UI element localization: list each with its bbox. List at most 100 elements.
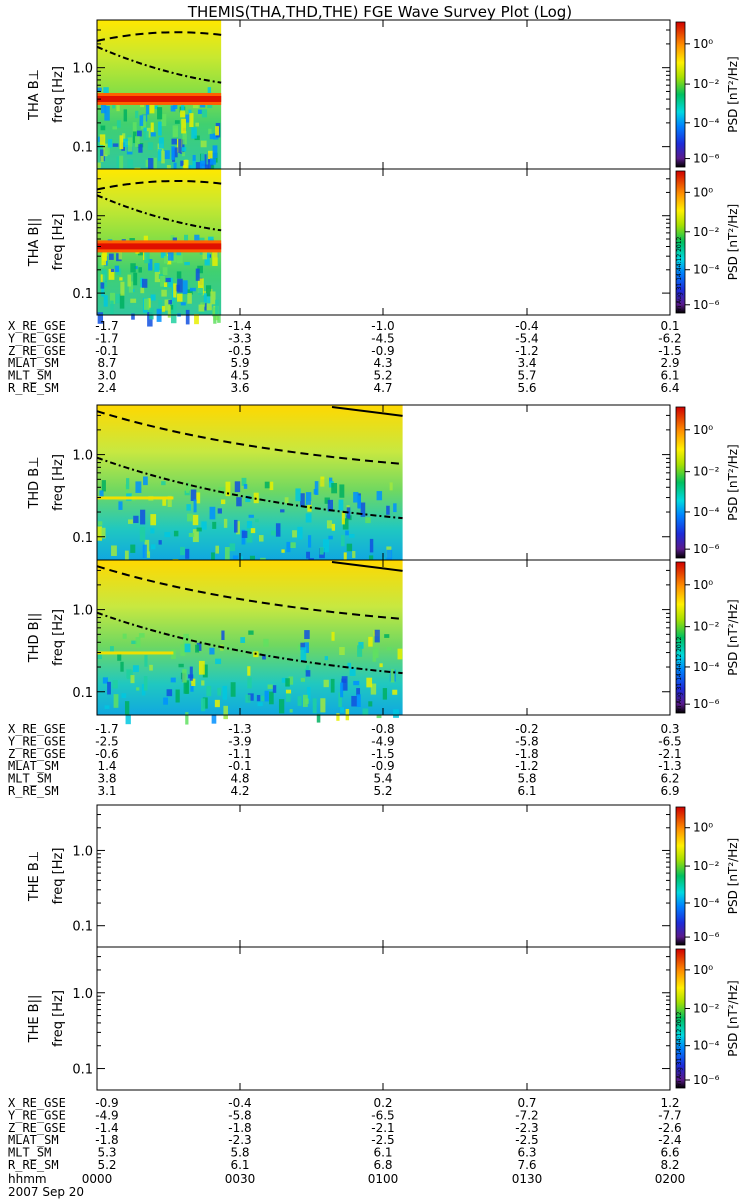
spectrogram-cell xyxy=(181,147,187,152)
spectrogram-cell xyxy=(133,272,138,286)
spectrogram-cell xyxy=(205,285,212,297)
y-tick-label: 1.0 xyxy=(72,844,93,859)
spectrogram-cell xyxy=(280,509,285,513)
spectrogram-cell xyxy=(143,127,147,132)
spectrogram-cell xyxy=(116,120,121,128)
spectrogram-cell xyxy=(138,633,145,638)
ephemeris-value: -0.9 xyxy=(371,759,394,773)
spectrogram-cell xyxy=(124,701,130,716)
spectrogram-cell xyxy=(182,151,186,157)
spectrogram-cell xyxy=(328,535,333,540)
spectrogram-cell xyxy=(160,247,166,258)
ephemeris-value: -0.4 xyxy=(515,319,538,333)
spectrogram-cell xyxy=(198,660,205,675)
panel-label: THD B|| xyxy=(27,613,42,664)
spectrogram-cell xyxy=(262,654,266,660)
ephemeris-value: -1.2 xyxy=(515,344,538,358)
spectrogram-cell xyxy=(297,526,303,540)
spectrogram-cell xyxy=(312,698,317,714)
spectrogram-cell xyxy=(172,237,177,244)
spectrogram-cell xyxy=(102,677,108,684)
spectrogram-cell xyxy=(304,630,310,640)
panel-frame xyxy=(96,946,671,1091)
spectrogram-cell xyxy=(161,114,167,127)
spectrogram-cell xyxy=(392,689,398,695)
spectrogram-cell xyxy=(140,287,145,294)
spectrogram-cell xyxy=(197,109,202,114)
y-tick-label: 1.0 xyxy=(72,604,93,619)
spectrogram-cell xyxy=(281,677,287,683)
colorbar-tick-label: 10⁻⁶ xyxy=(693,152,720,166)
spectrogram-cell xyxy=(161,305,166,312)
spectrogram-cell xyxy=(97,312,104,324)
y-axis-label: freq [Hz] xyxy=(51,990,66,1047)
spectrogram-cell xyxy=(257,702,263,707)
spectrogram-cell xyxy=(200,140,207,148)
ephemeris-value: -0.4 xyxy=(228,1096,251,1110)
spectrogram-cell xyxy=(270,530,277,536)
ephemeris-value: -2.5 xyxy=(95,734,118,748)
spectrogram-cell xyxy=(180,110,186,118)
spectrogram-cell xyxy=(136,687,140,691)
spectrogram-cell xyxy=(173,530,179,537)
spectrogram-cell xyxy=(133,515,139,524)
ephemeris-value: -6.5 xyxy=(371,1108,394,1122)
spectrogram-cell xyxy=(348,534,355,538)
spectrogram-cell xyxy=(320,698,326,713)
ephemeris-value: -1.5 xyxy=(371,747,394,761)
spectrogram-cell xyxy=(217,508,222,514)
spectrogram-cell xyxy=(119,277,123,281)
ephemeris-value: 3.0 xyxy=(97,369,116,383)
spectrogram-cell xyxy=(115,294,120,304)
ephemeris-value: -6.5 xyxy=(658,734,681,748)
gyrofrequency-curve-dashdot xyxy=(96,194,222,232)
spectrogram-cell xyxy=(107,681,111,695)
spectrogram-cell xyxy=(208,150,214,160)
ephemeris-value: 5.2 xyxy=(373,369,392,383)
ephemeris-row-label: X_RE_GSE xyxy=(8,1096,66,1110)
spectrogram-cell xyxy=(201,698,206,712)
ephemeris-value: 6.1 xyxy=(517,784,536,798)
spectrogram-cell xyxy=(108,253,114,260)
ephemeris-value: -1.3 xyxy=(658,759,681,773)
spectrogram-cell xyxy=(170,105,176,112)
ephemeris-value: 0.7 xyxy=(517,1096,536,1110)
spectrogram-cell xyxy=(351,695,358,707)
colorbar-label: PSD [nT²/Hz] xyxy=(726,204,740,280)
y-axis-label: freq [Hz] xyxy=(51,214,66,271)
spectrogram-cell xyxy=(214,699,220,708)
panel-frame xyxy=(96,804,671,948)
colorbar-label: PSD [nT²/Hz] xyxy=(726,599,740,675)
ephemeris-table: X_RE_GSE -0.9 -0.4 0.2 0.7 1.2 Y_RE_GSE -4.9 -5.… xyxy=(8,1096,682,1172)
spectrogram-cell xyxy=(152,157,157,169)
spectrogram-cell xyxy=(243,484,248,489)
spectrogram-cell xyxy=(209,647,215,655)
colorbar-tick-label: 10⁰ xyxy=(693,37,713,51)
spectrogram-cell xyxy=(338,499,344,511)
spectrogram-cell xyxy=(353,491,359,503)
ephemeris-value: 5.2 xyxy=(97,1158,116,1172)
spectrogram-cell xyxy=(171,138,177,145)
spectrogram-cell xyxy=(339,646,345,656)
ephemeris-value: 6.1 xyxy=(230,1158,249,1172)
ephemeris-value: -0.9 xyxy=(371,344,394,358)
ephemeris-value: -1.0 xyxy=(371,319,394,333)
spectrogram-cell xyxy=(140,509,146,525)
spectrogram-panel: 1.0 0.1 THA B|| freq [Hz] 10⁰ 10⁻² 10⁻⁴ 10⁻⁶ PSD… xyxy=(27,168,740,327)
spectrogram-cell xyxy=(141,278,148,288)
ephemeris-value: -1.2 xyxy=(515,759,538,773)
spectrogram-cell xyxy=(113,694,119,708)
spectrogram-cell xyxy=(103,295,108,307)
spectrogram-cell xyxy=(300,647,307,663)
spectrogram-cell xyxy=(307,535,312,548)
ephemeris-row-label: X_RE_GSE xyxy=(8,319,66,333)
spectrogram-cell xyxy=(245,495,251,503)
y-tick-label: 0.1 xyxy=(72,531,93,546)
spectrogram-cell xyxy=(135,110,139,119)
ephemeris-value: -4.9 xyxy=(95,1108,118,1122)
ephemeris-value: -1.7 xyxy=(95,319,118,333)
spectrogram-cell xyxy=(139,115,144,126)
spectrogram-cell xyxy=(290,542,296,549)
ephemeris-value: 5.8 xyxy=(517,772,536,786)
spectrogram-cell xyxy=(128,519,133,524)
